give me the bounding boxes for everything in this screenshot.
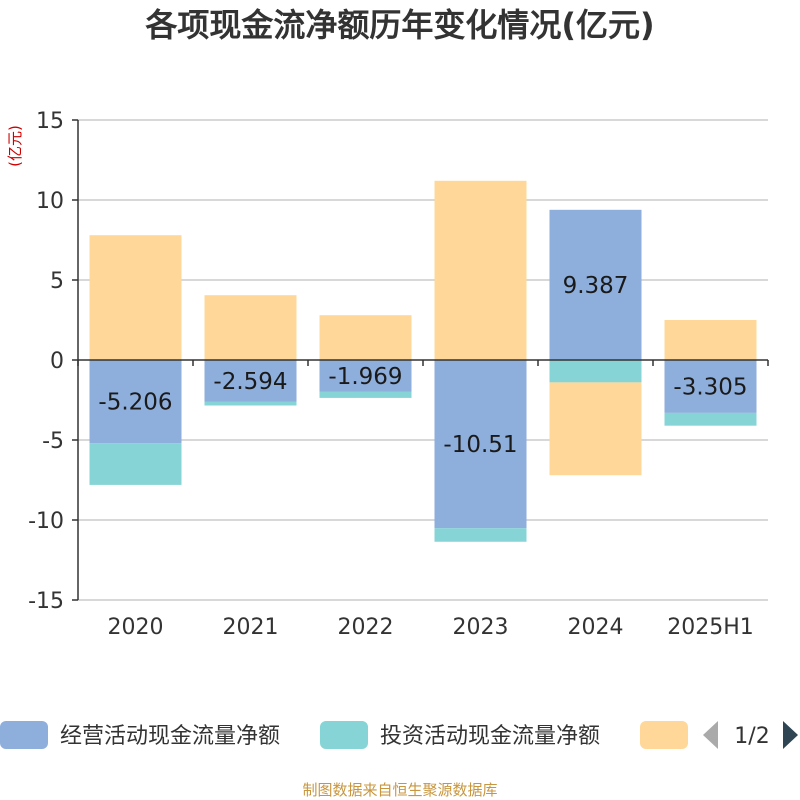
x-tick-label: 2023 xyxy=(453,615,509,640)
x-tick-label: 2022 xyxy=(338,615,394,640)
bar-segment[interactable] xyxy=(204,295,297,360)
bar-segment[interactable] xyxy=(89,360,182,444)
bar-segment[interactable] xyxy=(664,412,757,426)
grid-lines xyxy=(78,119,768,601)
legend-item-label[interactable]: 经营活动现金流量净额 xyxy=(60,724,280,749)
bar-segment[interactable] xyxy=(549,209,642,360)
bar-segment[interactable] xyxy=(434,360,527,529)
bar-data-label: -1.969 xyxy=(328,364,402,390)
x-tick-label: 2021 xyxy=(223,615,279,640)
bar-data-label: -2.594 xyxy=(213,369,287,395)
bar-segment[interactable] xyxy=(89,443,182,485)
y-tick-label: -15 xyxy=(28,589,64,614)
legend: 经营活动现金流量净额 投资活动现金流量净额 xyxy=(0,721,688,749)
bar-segment[interactable] xyxy=(434,528,527,542)
legend-swatch[interactable] xyxy=(0,721,48,749)
y-tick-label: -10 xyxy=(28,509,64,534)
y-axis-ticks: 15 10 5 0 -5 -10 -15 xyxy=(28,109,78,614)
bar-data-label: -10.51 xyxy=(443,432,517,458)
x-tick-label: 2024 xyxy=(568,615,624,640)
x-tick-label: 2020 xyxy=(108,615,164,640)
y-tick-label: 10 xyxy=(36,189,64,214)
x-axis-labels: 2020 2021 2022 2023 2024 2025H1 xyxy=(108,615,754,640)
bar-segment[interactable] xyxy=(664,320,757,360)
bar-segment[interactable] xyxy=(549,360,642,383)
legend-swatch[interactable] xyxy=(320,721,368,749)
data-labels: -5.206 -2.594 -1.969 -10.51 9.387 -3.305 xyxy=(98,273,747,458)
bar-series xyxy=(89,180,757,542)
bar-segment[interactable] xyxy=(319,315,412,360)
legend-page-indicator: 1/2 xyxy=(734,724,769,749)
chart-title: 各项现金流净额历年变化情况(亿元) xyxy=(145,6,654,44)
y-tick-label: 15 xyxy=(36,109,64,134)
y-tick-label: 0 xyxy=(50,349,64,374)
legend-prev-page-icon[interactable] xyxy=(703,721,718,749)
data-source-note: 制图数据来自恒生聚源数据库 xyxy=(302,781,497,799)
bar-data-label: -5.206 xyxy=(98,390,172,416)
y-tick-label: -5 xyxy=(42,429,64,454)
bar-segment[interactable] xyxy=(204,401,297,406)
x-tick-label: 2025H1 xyxy=(667,615,754,640)
bar-segment[interactable] xyxy=(89,235,182,360)
bar-data-label: -3.305 xyxy=(673,374,747,400)
legend-pager: 1/2 xyxy=(703,721,798,749)
bar-segment[interactable] xyxy=(434,180,527,360)
bar-segment[interactable] xyxy=(549,382,642,476)
legend-next-page-icon[interactable] xyxy=(783,721,798,749)
y-tick-label: 5 xyxy=(50,269,64,294)
bar-data-label: 9.387 xyxy=(563,273,629,299)
bar-segment[interactable] xyxy=(204,360,297,402)
axes xyxy=(77,120,769,600)
legend-item-label[interactable]: 投资活动现金流量净额 xyxy=(380,724,600,749)
y-axis-label: (亿元) xyxy=(6,125,24,167)
legend-swatch[interactable] xyxy=(640,721,688,749)
bar-segment[interactable] xyxy=(319,391,412,398)
bar-segment[interactable] xyxy=(319,360,412,392)
bar-segment[interactable] xyxy=(664,360,757,413)
